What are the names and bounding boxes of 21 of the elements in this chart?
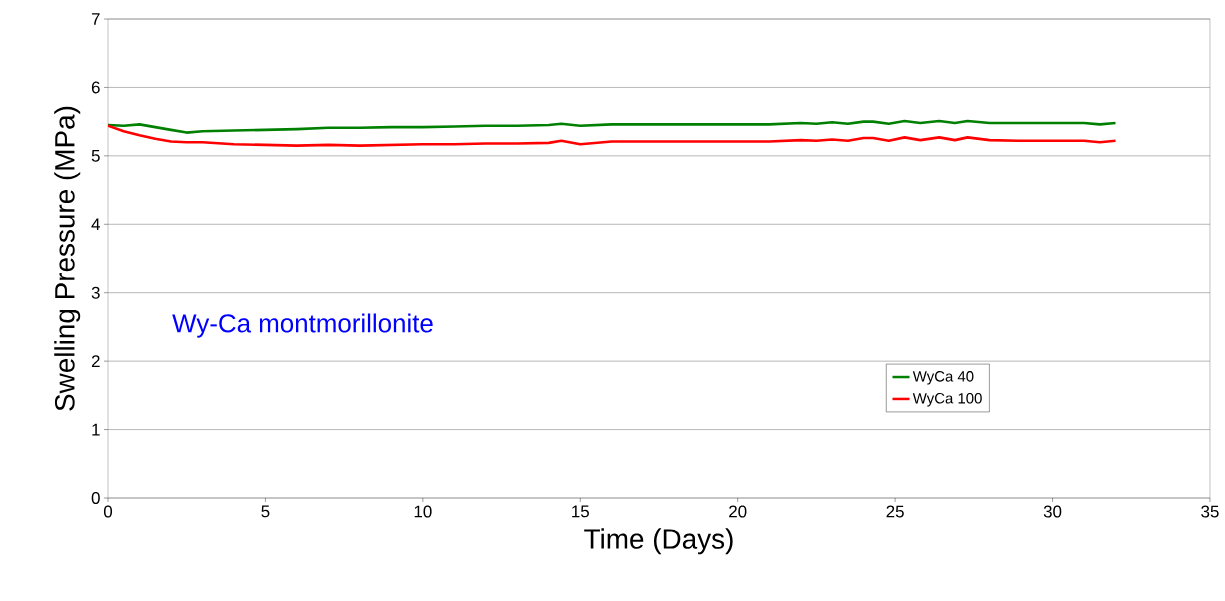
- y-tick-label: 2: [91, 355, 100, 368]
- x-tick-label: 15: [572, 505, 589, 518]
- annotation: Wy-Ca montmorillonite: [172, 313, 433, 338]
- y-tick-label: 1: [92, 423, 100, 436]
- y-tick-label: 6: [91, 81, 100, 94]
- x-tick-label: 5: [261, 505, 270, 518]
- x-tick-label: 20: [729, 505, 747, 518]
- x-axis-title: Time (Days): [584, 528, 733, 555]
- y-axis-title: Swelling Pressure (MPa): [54, 106, 81, 411]
- x-tick-label: 35: [1201, 505, 1219, 518]
- x-tick-label: 25: [886, 505, 904, 518]
- y-tick-label: 4: [91, 218, 100, 231]
- x-tick-label: 0: [103, 505, 113, 518]
- y-tick-label: 5: [91, 149, 100, 162]
- x-tick-label: 10: [414, 505, 432, 518]
- y-tick-label: 0: [91, 492, 100, 504]
- y-tick-label: 7: [91, 13, 100, 25]
- x-tick-label: 30: [1043, 505, 1062, 518]
- legend-label: WyCa 100: [912, 392, 982, 407]
- legend-label: WyCa 40: [912, 371, 974, 385]
- y-tick-label: 3: [91, 286, 100, 299]
